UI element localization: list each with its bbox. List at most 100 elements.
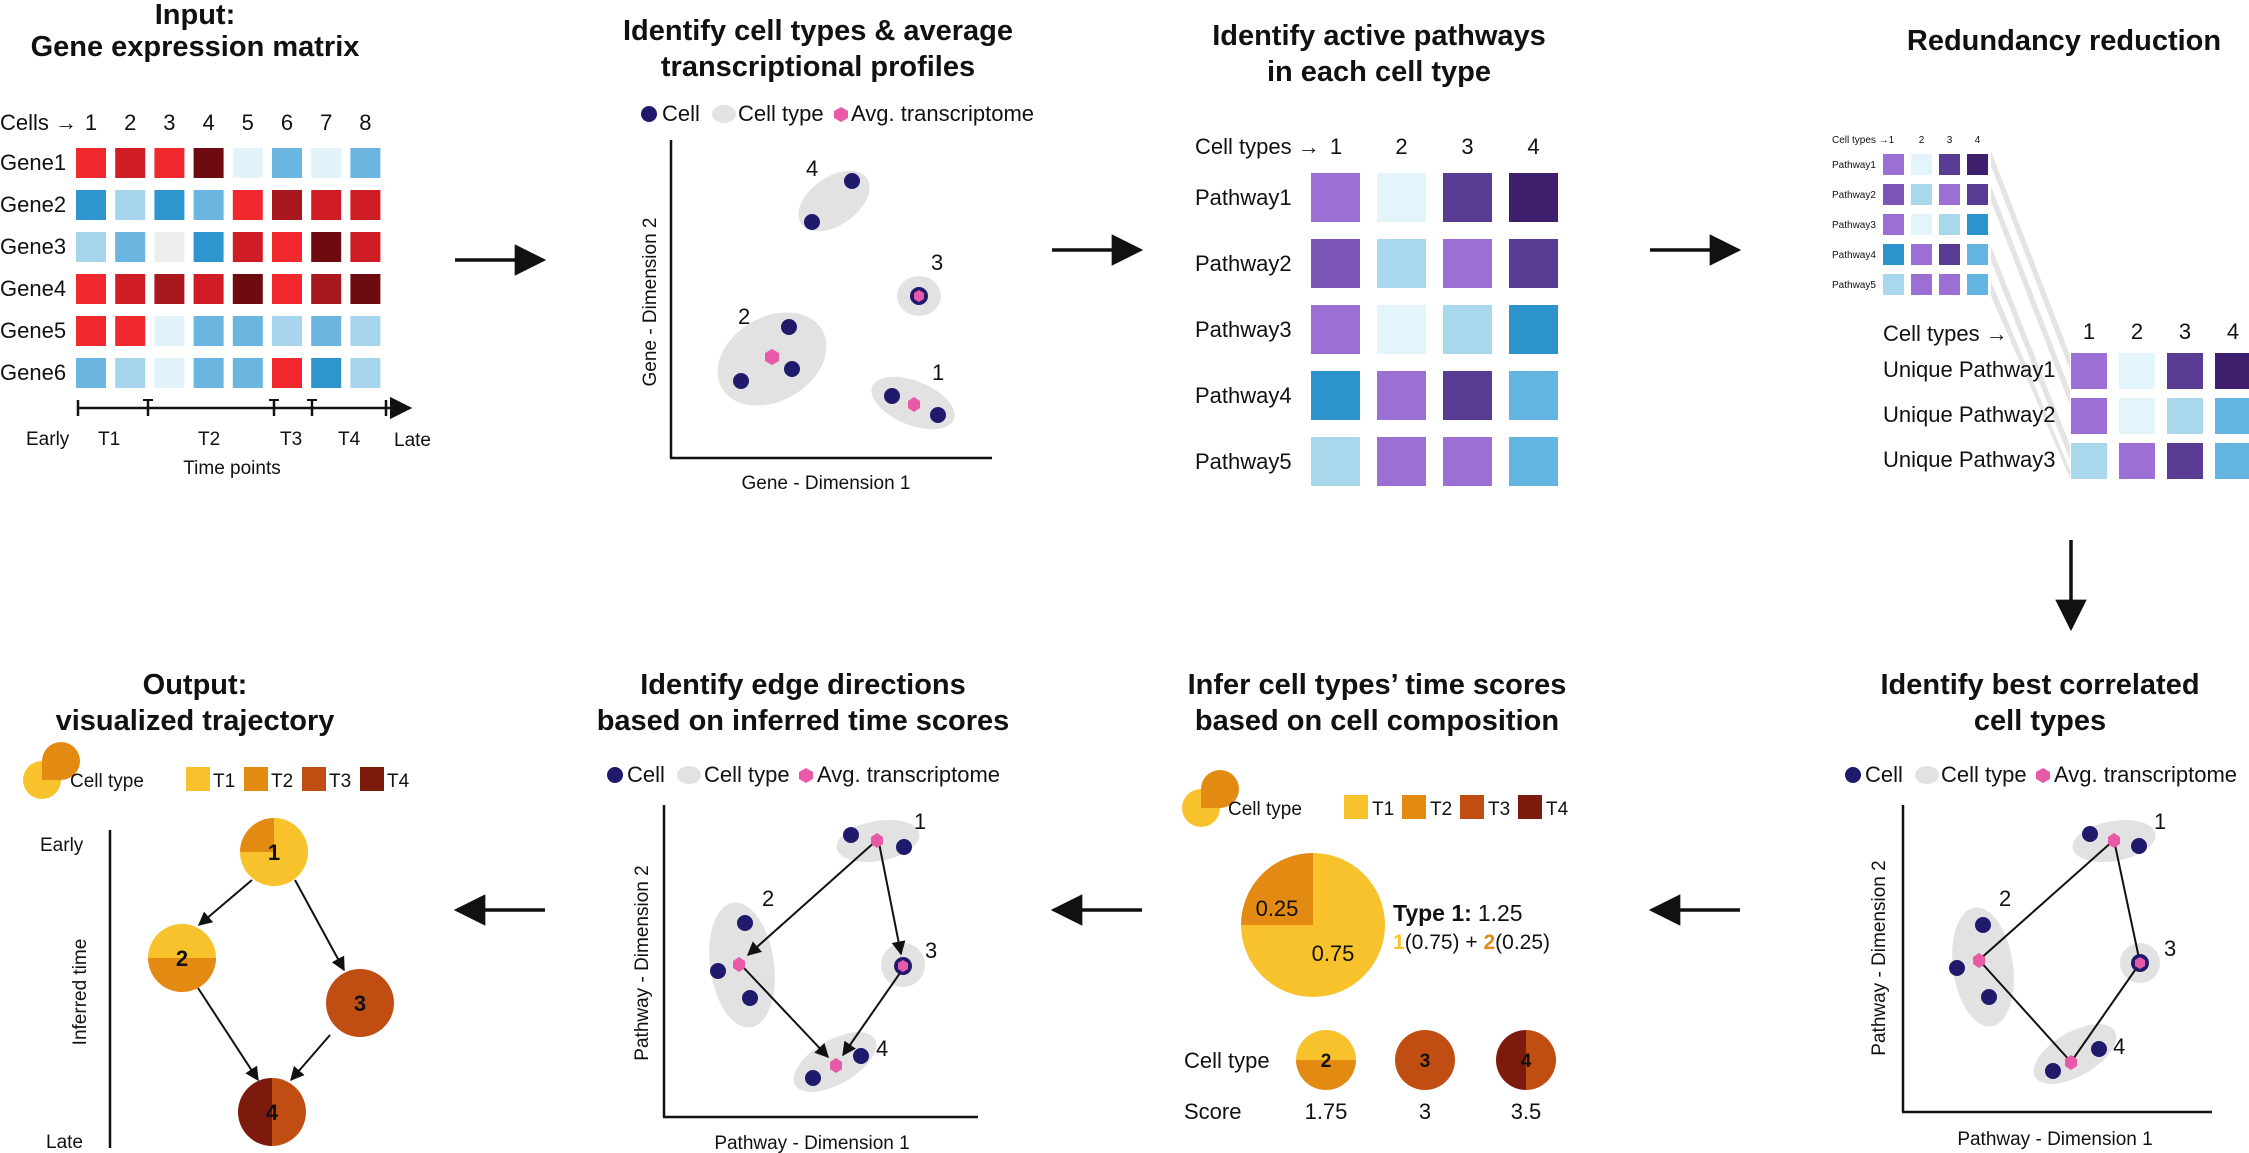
legend-celltype-label: Cell type: [738, 101, 824, 126]
mini-pathway-cell: [1939, 244, 1960, 265]
column-label-cell-6: 6: [281, 110, 293, 135]
expression-cell: [350, 232, 381, 262]
pathway-activity-cell: [1311, 437, 1360, 486]
row-label-pathway2: Pathway2: [1195, 251, 1292, 276]
pie-slice: [272, 1078, 306, 1146]
legend: Cell Cell type Avg. transcriptome: [607, 762, 1000, 787]
mini-row-label-pathway5: Pathway5: [1832, 280, 1876, 291]
trajectory-node-label: 2: [176, 946, 188, 971]
expression-cell: [115, 316, 146, 346]
expression-cell: [154, 232, 185, 262]
row-label-gene4: Gene4: [0, 276, 66, 301]
unique-pathway-cell: [2071, 353, 2107, 389]
pathway-activity-cell: [1509, 437, 1558, 486]
pathway-activity-cell: [1443, 305, 1492, 354]
celltype-pie-label: 4: [1521, 1051, 1532, 1072]
cell-type-3-label: 3: [931, 250, 943, 275]
pathway-activity-cell: [1311, 371, 1360, 420]
panel5-title-line1: Identify best correlated: [1880, 669, 2199, 701]
pathway-activity-cell: [1509, 371, 1558, 420]
legend-avg-marker: [834, 107, 848, 122]
svg-text:Type 1:1.25: Type 1: 1.25: [1393, 900, 1523, 926]
pathway-activity-cell: [1443, 371, 1492, 420]
axis-late: Late: [46, 1132, 83, 1153]
unique-pathway-cell: [2167, 353, 2203, 389]
column-label-celltype-3: 3: [1461, 134, 1473, 159]
avg-transcriptome-marker: [908, 397, 920, 412]
panel-active-pathways: Identify active pathways in each cell ty…: [1195, 20, 1558, 486]
unique-column-label-2: 2: [2131, 319, 2143, 344]
expression-cell: [193, 232, 224, 262]
unique-pathway-cell: [2167, 398, 2203, 434]
expression-cell: [193, 358, 224, 388]
mini-pathway-cell: [1939, 274, 1960, 295]
expression-cell: [154, 274, 185, 304]
legend-t4-swatch: [360, 767, 384, 791]
legend-t2-swatch: [244, 767, 268, 791]
column-label-cell-8: 8: [359, 110, 371, 135]
directed-edges: [742, 839, 906, 1059]
cell: [2091, 1041, 2107, 1057]
unique-row-label-3: Unique Pathway3: [1883, 447, 2055, 472]
y-axis-label: Pathway - Dimension 2: [632, 865, 653, 1060]
pie-slice: [240, 818, 274, 852]
type1-composition-pie: [1241, 853, 1385, 997]
pie-slice: [1496, 1030, 1526, 1060]
expression-cell: [154, 148, 185, 178]
row-label-pathway5: Pathway5: [1195, 449, 1292, 474]
pathway-matrix-column-labels: 1 2 3 4: [1330, 134, 1540, 159]
pie-slice: [1496, 1060, 1526, 1090]
mini-pathway-cell: [1911, 214, 1932, 235]
mini-pathway-cell: [1967, 274, 1988, 295]
legend-t4-label: T4: [1546, 799, 1569, 820]
panel7-title-line2: based on inferred time scores: [597, 705, 1010, 737]
expression-cell: [115, 232, 146, 262]
unique-pathway-cell: [2119, 353, 2155, 389]
expression-cell: [76, 232, 106, 262]
expression-cell: [272, 316, 302, 346]
score-type2: 1.75: [1305, 1099, 1348, 1124]
time-axis-title: Time points: [183, 458, 281, 479]
panel6-title-line1: Infer cell types’ time scores: [1188, 669, 1567, 701]
cell: [1975, 917, 1991, 933]
unique-pathway-cell: [2215, 398, 2249, 434]
expression-cell: [154, 190, 185, 220]
mini-pathway-cell: [1911, 184, 1932, 205]
unique-column-label-1: 1: [2083, 319, 2095, 344]
avg-transcriptome-marker: [898, 960, 908, 972]
pathway-activity-cell: [1311, 239, 1360, 288]
expression-cell: [311, 316, 342, 346]
legend-t3-swatch: [302, 767, 326, 791]
cell: [930, 407, 946, 423]
mini-column-label-3: 3: [1947, 135, 1953, 146]
panel6-title-line2: based on cell composition: [1195, 705, 1559, 737]
pie-slice: [1241, 853, 1385, 997]
expression-cell: [350, 358, 381, 388]
time-axis-early: Early: [26, 429, 70, 450]
legend-t2-label: T2: [271, 771, 293, 792]
cell: [843, 827, 859, 843]
mini-pathway-cell: [1883, 274, 1904, 295]
unique-matrix-row-labels: Unique Pathway1 Unique Pathway2 Unique Pat…: [1883, 357, 2055, 472]
cell-type-3-label: 3: [2164, 936, 2176, 961]
panel7-title-line1: Identify edge directions: [640, 669, 966, 701]
x-axis-label: Pathway - Dimension 1: [714, 1133, 909, 1153]
unique-column-label-3: 3: [2179, 319, 2191, 344]
svg-text:1(0.75) + 2(0.25): 1(0.75) + 2(0.25): [1393, 931, 1550, 954]
expression-cell: [232, 316, 263, 346]
legend-t3-swatch: [1460, 795, 1484, 819]
legend-cell-marker: [641, 106, 657, 122]
panel2-title-line1: Identify cell types & average: [623, 15, 1013, 47]
celltype-pie-3: [1395, 1030, 1455, 1090]
legend-t4-label: T4: [387, 771, 410, 792]
mini-pathway-cell: [1939, 184, 1960, 205]
axis-early: Early: [40, 835, 84, 856]
panel8-title-line1: Output:: [143, 669, 248, 701]
cell: [710, 963, 726, 979]
mini-row-label-pathway3: Pathway3: [1832, 220, 1876, 231]
pie-slice: [238, 1078, 272, 1146]
expression-cell: [76, 190, 106, 220]
pathway-activity-cell: [1443, 239, 1492, 288]
mini-column-label-4: 4: [1975, 135, 1981, 146]
expression-cell: [232, 190, 263, 220]
